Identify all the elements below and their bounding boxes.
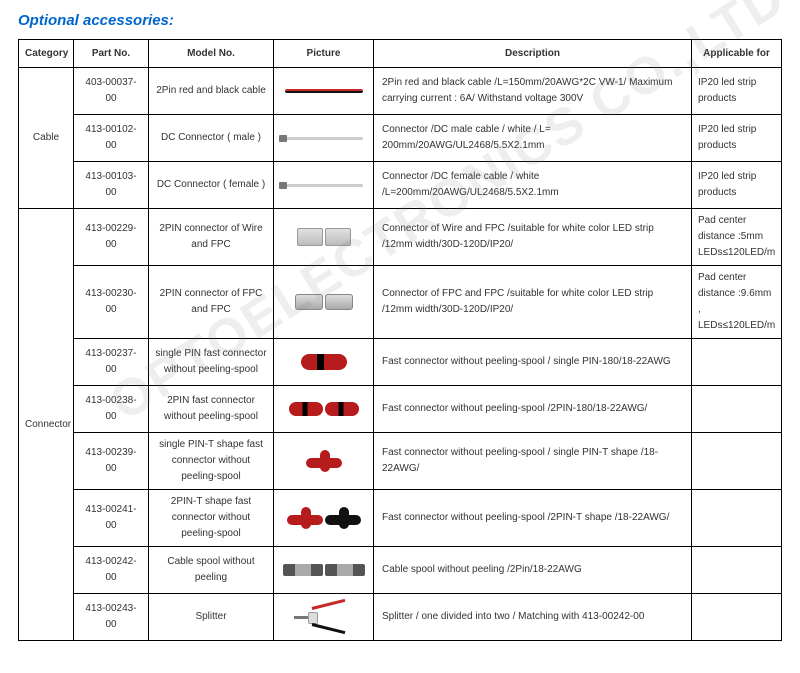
table-row: 413-00237-00single PIN fast connector wi…: [19, 339, 782, 386]
part-no-cell: 403-00037-00: [74, 68, 149, 115]
model-no-cell: 2PIN connector of Wire and FPC: [149, 209, 274, 266]
picture-cell: [274, 209, 374, 266]
cable-spool-icon: [325, 564, 365, 576]
connector-gray-icon: [295, 294, 323, 310]
connector-block-icon: [325, 228, 351, 246]
col-header-4: Description: [374, 40, 692, 68]
picture-cell: [274, 266, 374, 339]
category-cell: Cable: [19, 68, 74, 209]
table-row: 413-00103-00DC Connector ( female ) Conne…: [19, 162, 782, 209]
col-header-1: Part No.: [74, 40, 149, 68]
table-row: 413-00239-00single PIN-T shape fast conn…: [19, 433, 782, 490]
connector-red-round-icon: [301, 354, 347, 370]
part-no-cell: 413-00102-00: [74, 115, 149, 162]
part-no-cell: 413-00242-00: [74, 547, 149, 594]
table-row: 413-00243-00Splitter Splitter / one divid…: [19, 594, 782, 641]
applicable-cell: [692, 490, 782, 547]
connector-t-icon: [287, 507, 323, 529]
applicable-cell: Pad center distance :9.6mm , LEDs≤120LED…: [692, 266, 782, 339]
col-header-5: Applicable for: [692, 40, 782, 68]
applicable-cell: [692, 594, 782, 641]
applicable-cell: [692, 433, 782, 490]
description-cell: Fast connector without peeling-spool / s…: [374, 433, 692, 490]
description-cell: Connector /DC male cable / white / L= 20…: [374, 115, 692, 162]
col-header-0: Category: [19, 40, 74, 68]
part-no-cell: 413-00238-00: [74, 386, 149, 433]
applicable-cell: IP20 led strip products: [692, 68, 782, 115]
part-no-cell: 413-00239-00: [74, 433, 149, 490]
connector-block-icon: [297, 228, 323, 246]
table-row: 413-00238-002PIN fast connector without …: [19, 386, 782, 433]
connector-t-icon: [306, 450, 342, 472]
col-header-2: Model No.: [149, 40, 274, 68]
dc-connector-icon: [285, 184, 363, 187]
picture-cell: [274, 490, 374, 547]
description-cell: 2Pin red and black cable /L=150mm/20AWG*…: [374, 68, 692, 115]
part-no-cell: 413-00241-00: [74, 490, 149, 547]
model-no-cell: 2Pin red and black cable: [149, 68, 274, 115]
part-no-cell: 413-00237-00: [74, 339, 149, 386]
col-header-3: Picture: [274, 40, 374, 68]
model-no-cell: 2PIN fast connector without peeling-spoo…: [149, 386, 274, 433]
model-no-cell: DC Connector ( female ): [149, 162, 274, 209]
table-row: 413-00102-00DC Connector ( male ) Connect…: [19, 115, 782, 162]
picture-cell: [274, 386, 374, 433]
dc-connector-icon: [285, 137, 363, 140]
part-no-cell: 413-00103-00: [74, 162, 149, 209]
table-header: CategoryPart No.Model No.PictureDescript…: [19, 40, 782, 68]
description-cell: Connector of Wire and FPC /suitable for …: [374, 209, 692, 266]
model-no-cell: Cable spool without peeling: [149, 547, 274, 594]
picture-cell: [274, 547, 374, 594]
part-no-cell: 413-00230-00: [74, 266, 149, 339]
applicable-cell: IP20 led strip products: [692, 162, 782, 209]
section-title: Optional accessories:: [18, 12, 782, 29]
picture-cell: [274, 339, 374, 386]
model-no-cell: 2PIN connector of FPC and FPC: [149, 266, 274, 339]
description-cell: Fast connector without peeling-spool /2P…: [374, 386, 692, 433]
part-no-cell: 413-00229-00: [74, 209, 149, 266]
model-no-cell: single PIN-T shape fast connector withou…: [149, 433, 274, 490]
picture-cell: [274, 594, 374, 641]
category-cell: Connector: [19, 209, 74, 641]
picture-cell: [274, 162, 374, 209]
table-row: Connector413-00229-002PIN connector of W…: [19, 209, 782, 266]
accessories-table: CategoryPart No.Model No.PictureDescript…: [18, 39, 782, 641]
splitter-icon: [294, 603, 354, 631]
description-cell: Cable spool without peeling /2Pin/18-22A…: [374, 547, 692, 594]
picture-cell: [274, 68, 374, 115]
model-no-cell: DC Connector ( male ): [149, 115, 274, 162]
description-cell: Splitter / one divided into two / Matchi…: [374, 594, 692, 641]
description-cell: Connector /DC female cable / white /L=20…: [374, 162, 692, 209]
model-no-cell: Splitter: [149, 594, 274, 641]
table-row: 413-00230-002PIN connector of FPC and FP…: [19, 266, 782, 339]
table-body: Cable403-00037-002Pin red and black cabl…: [19, 68, 782, 641]
description-cell: Connector of FPC and FPC /suitable for w…: [374, 266, 692, 339]
table-row: 413-00241-002PIN-T shape fast connector …: [19, 490, 782, 547]
applicable-cell: [692, 386, 782, 433]
table-row: Cable403-00037-002Pin red and black cabl…: [19, 68, 782, 115]
model-no-cell: single PIN fast connector without peelin…: [149, 339, 274, 386]
connector-gray-icon: [325, 294, 353, 310]
connector-red-icon: [325, 402, 359, 416]
table-row: 413-00242-00Cable spool without peeling C…: [19, 547, 782, 594]
applicable-cell: [692, 339, 782, 386]
picture-cell: [274, 115, 374, 162]
connector-red-icon: [289, 402, 323, 416]
cable-redblack-icon: [285, 89, 363, 93]
applicable-cell: Pad center distance :5mm LEDs≤120LED/m: [692, 209, 782, 266]
picture-cell: [274, 433, 374, 490]
applicable-cell: [692, 547, 782, 594]
part-no-cell: 413-00243-00: [74, 594, 149, 641]
description-cell: Fast connector without peeling-spool /2P…: [374, 490, 692, 547]
model-no-cell: 2PIN-T shape fast connector without peel…: [149, 490, 274, 547]
connector-t-icon: [325, 507, 361, 529]
applicable-cell: IP20 led strip products: [692, 115, 782, 162]
description-cell: Fast connector without peeling-spool / s…: [374, 339, 692, 386]
cable-spool-icon: [283, 564, 323, 576]
